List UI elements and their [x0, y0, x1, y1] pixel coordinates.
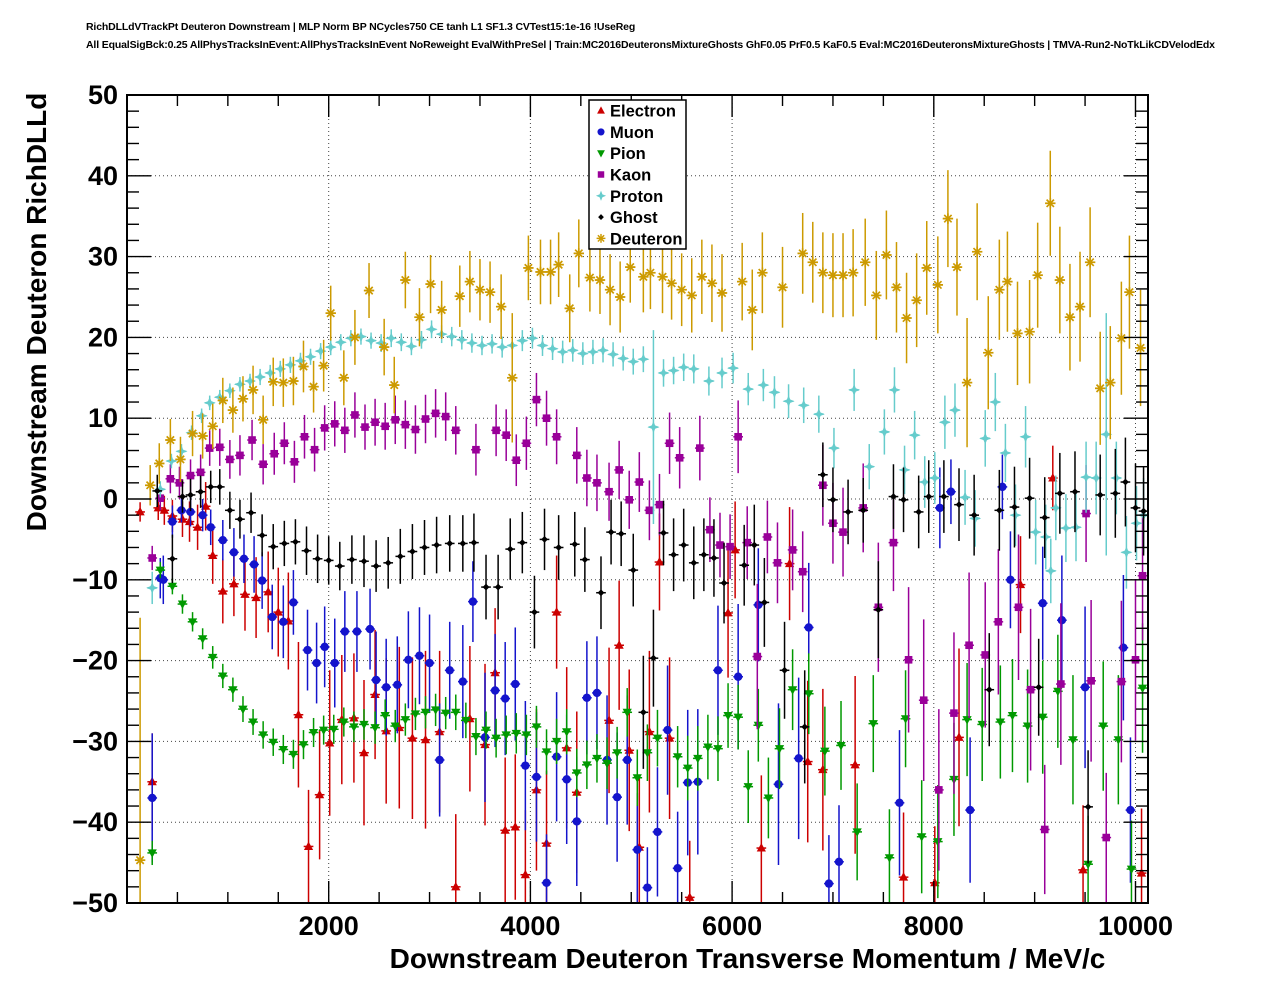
legend-label-electron: Electron [610, 103, 676, 121]
legend-entry-kaon: Kaon [597, 167, 651, 185]
legend-label-proton: Proton [610, 188, 663, 206]
series-muon [147, 454, 1136, 903]
legend-entry-proton: Proton [595, 188, 663, 206]
legend-entry-deuteron: Deuteron [596, 230, 682, 248]
y-tick-label: 20 [88, 322, 118, 352]
y-tick-label: −30 [72, 726, 118, 756]
y-tick-label: 50 [88, 80, 118, 110]
legend-label-ghost: Ghost [610, 209, 658, 227]
legend-box [588, 99, 687, 250]
legend: Electron Muon Pion Kaon Proton Ghost Deuteron [588, 99, 687, 250]
y-tick-label: −10 [72, 565, 118, 595]
y-tick-label: 40 [88, 161, 118, 191]
x-axis-title: Downstream Deuteron Transverse Momentum … [390, 943, 1106, 974]
x-tick-label: 4000 [500, 911, 560, 941]
legend-label-pion: Pion [610, 145, 646, 163]
axis-ticks [126, 94, 1148, 904]
axis-tick-labels: 50 40 30 20 10 0 −10 −20 −30 −40 −50 2000 4000 6000 80… [72, 80, 1173, 941]
y-tick-label: −20 [72, 646, 118, 676]
x-tick-label: 10000 [1098, 911, 1173, 941]
y-tick-label: 30 [88, 242, 118, 272]
y-tick-label: 0 [103, 484, 118, 514]
y-tick-label: −40 [72, 807, 118, 837]
x-tick-label: 8000 [904, 911, 964, 941]
legend-label-muon: Muon [610, 124, 654, 142]
series-ghost [152, 437, 1148, 864]
legend-label-kaon: Kaon [610, 167, 651, 185]
legend-entry-muon: Muon [597, 124, 654, 142]
series-deuteron [134, 150, 1146, 903]
legend-entry-pion: Pion [597, 145, 646, 163]
x-tick-label: 2000 [299, 911, 359, 941]
series-kaon [147, 372, 1148, 903]
x-tick-label: 6000 [702, 911, 762, 941]
series-pion [147, 562, 1148, 903]
plot-title-line2: All EqualSigBck:0.25 AllPhysTracksInEven… [86, 39, 1215, 51]
plot-title-line1: RichDLLdVTrackPt Deuteron Downstream | M… [86, 21, 636, 33]
y-tick-label: −50 [72, 888, 118, 918]
series-electron [135, 445, 1147, 903]
y-axis-title: Downstream Deuteron RichDLLd [21, 93, 52, 532]
legend-entry-electron: Electron [597, 103, 676, 121]
y-tick-label: 10 [88, 403, 118, 433]
legend-label-deuteron: Deuteron [610, 230, 682, 248]
legend-entry-ghost: Ghost [598, 209, 658, 227]
